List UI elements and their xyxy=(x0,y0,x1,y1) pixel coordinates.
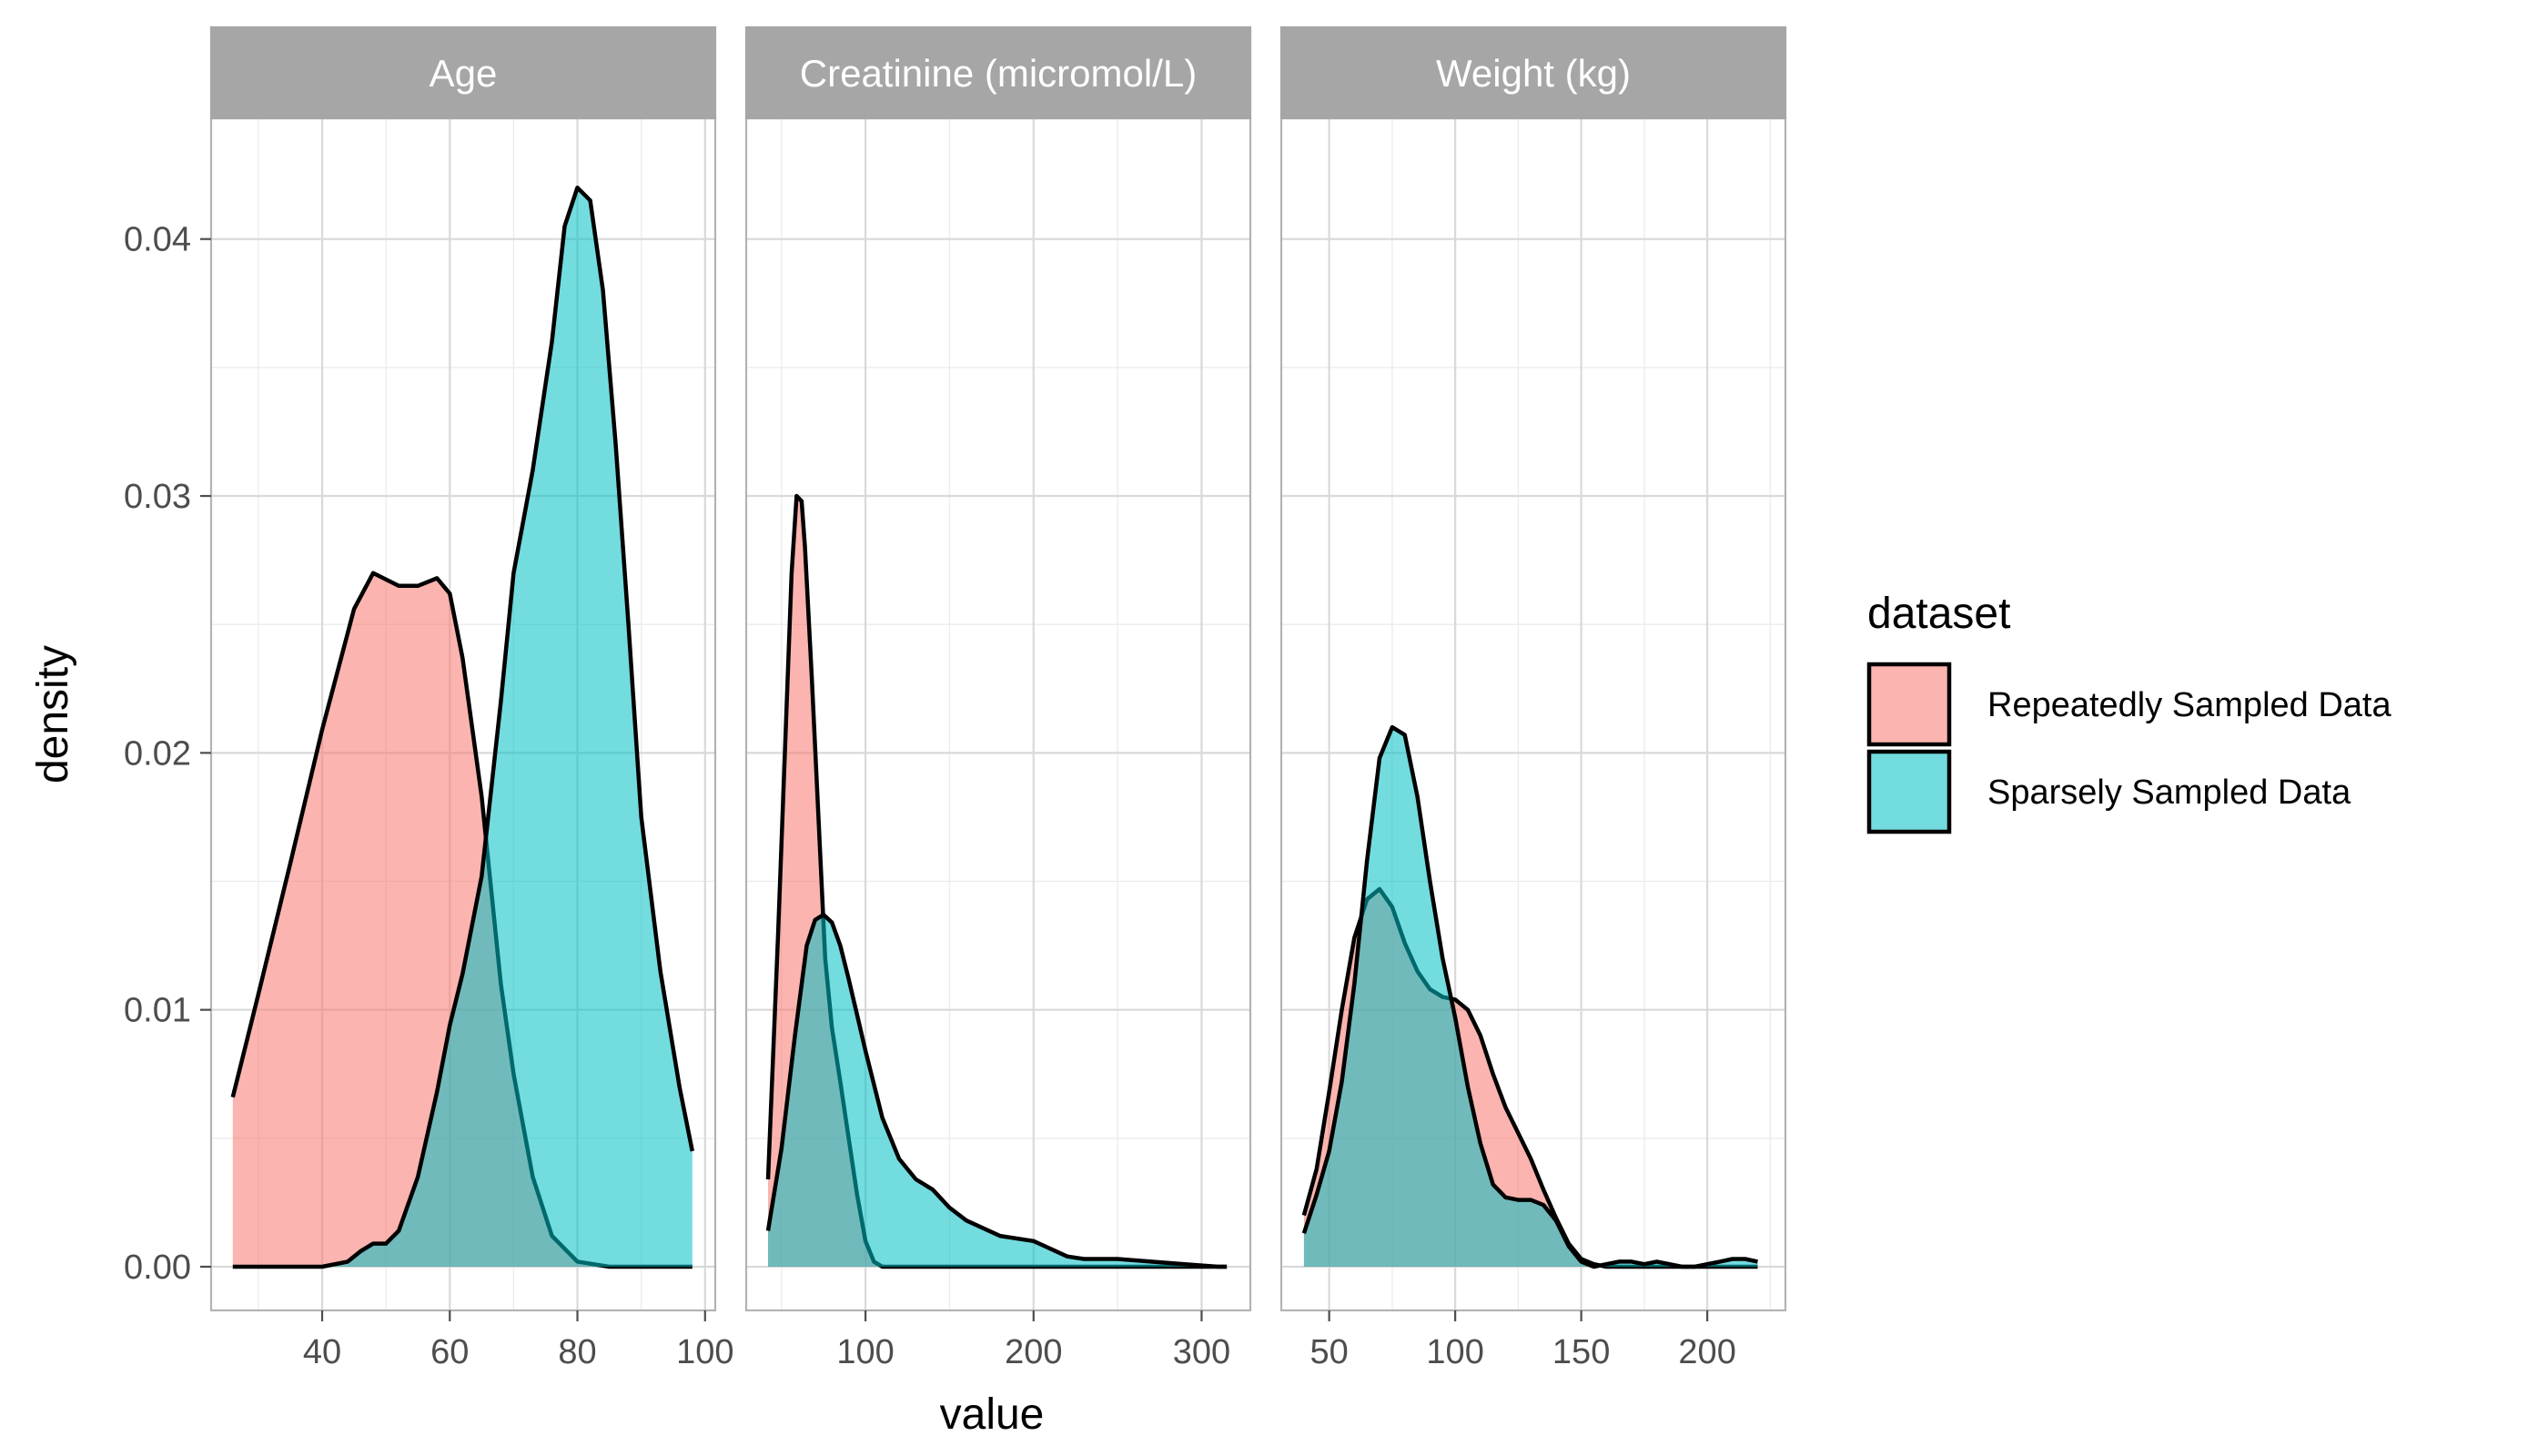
legend-key xyxy=(1866,662,1952,747)
x-tick-label: 60 xyxy=(430,1333,469,1371)
density-area-repeatedly-sampled xyxy=(232,572,693,1267)
chart-panels: Age 40 60 80 100 Creatinine (micromol/L) 100 20… xyxy=(209,25,1787,1371)
density-area-sparsely-sampled xyxy=(768,915,1228,1267)
facet-strip xyxy=(744,25,1252,120)
facet-strip-title: Age xyxy=(430,52,498,95)
x-tick-label: 200 xyxy=(1005,1333,1062,1371)
panel-2: Creatinine (micromol/L) 100 200 300 xyxy=(744,25,1252,1371)
x-tick-label: 300 xyxy=(1173,1333,1230,1371)
x-axis-title: value xyxy=(940,1390,1045,1439)
x-tick-label: 200 xyxy=(1678,1333,1735,1371)
legend-entries: Repeatedly Sampled Data Sparsely Sampled … xyxy=(1866,662,2391,834)
y-tick-label: 0.03 xyxy=(124,478,191,516)
facet-strip-title: Weight (kg) xyxy=(1436,52,1631,95)
facet-strip xyxy=(1279,25,1787,120)
y-tick-label: 0.02 xyxy=(124,734,191,773)
legend-label: Sparsely Sampled Data xyxy=(1987,774,2351,812)
legend-title: dataset xyxy=(1867,590,2010,638)
density-line-sparsely-sampled xyxy=(765,912,1228,1269)
legend-label: Repeatedly Sampled Data xyxy=(1987,686,2391,724)
density-area-sparsely-sampled xyxy=(1303,727,1758,1267)
y-tick-label: 0.00 xyxy=(124,1249,191,1287)
density-area-sparsely-sampled xyxy=(232,187,693,1268)
facet-strip xyxy=(209,25,717,120)
x-tick-label: 150 xyxy=(1552,1333,1610,1371)
x-tick-label: 80 xyxy=(558,1333,596,1371)
panel-1: Age 40 60 80 100 xyxy=(209,25,733,1371)
x-tick-label: 100 xyxy=(1426,1333,1483,1371)
density-line-sparsely-sampled xyxy=(232,185,695,1269)
y-tick-label: 0.01 xyxy=(124,992,191,1030)
facet-strip-title: Creatinine (micromol/L) xyxy=(800,52,1197,95)
x-tick-label: 40 xyxy=(303,1333,341,1371)
x-tick-label: 50 xyxy=(1309,1333,1348,1371)
legend: dataset Repeatedly Sampled Data Sparsely … xyxy=(1866,590,2391,834)
y-axis-title: density xyxy=(29,645,77,784)
legend-key xyxy=(1866,749,1952,834)
panel-3: Weight (kg) 50 100 150 200 xyxy=(1279,25,1787,1371)
y-tick-label: 0.04 xyxy=(124,221,191,259)
y-axis: 0.00 0.01 0.02 0.03 0.04 xyxy=(124,221,211,1287)
x-tick-label: 100 xyxy=(676,1333,733,1371)
x-tick-label: 100 xyxy=(836,1333,894,1371)
density-line-sparsely-sampled xyxy=(1301,724,1758,1269)
